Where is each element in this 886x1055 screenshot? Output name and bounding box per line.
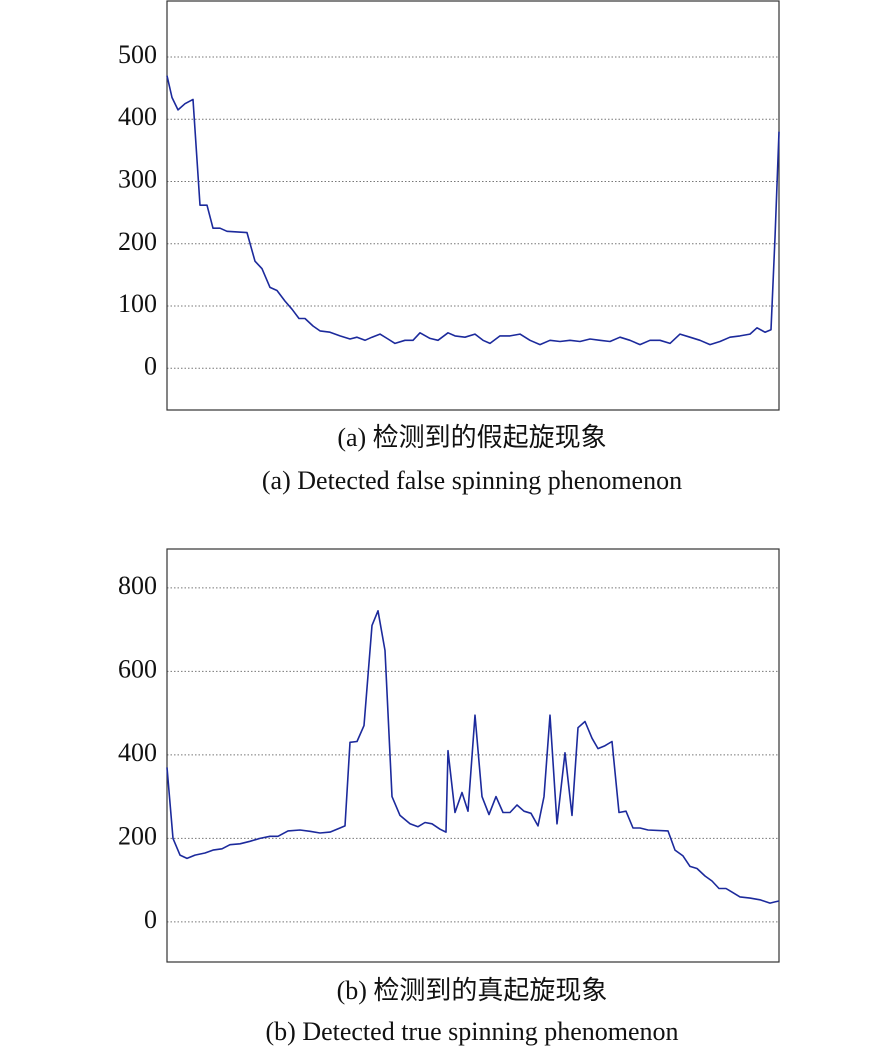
y-tick-label: 400	[118, 102, 157, 131]
y-tick-label: 200	[118, 821, 157, 850]
caption: (b) Detected true spinning phenomenon	[266, 1017, 679, 1046]
caption: (a) 检测到的假起旋现象	[337, 423, 606, 452]
caption: (a) Detected false spinning phenomenon	[262, 466, 682, 495]
y-tick-label: 100	[118, 289, 157, 318]
plot-frame	[166, 0, 780, 411]
y-tick-label: 0	[144, 905, 157, 934]
y-tick-label: 400	[118, 738, 157, 767]
caption: (b) 检测到的真起旋现象	[337, 976, 608, 1005]
y-tick-label: 800	[118, 571, 157, 600]
y-tick-label: 0	[144, 351, 157, 380]
y-tick-label: 200	[118, 227, 157, 256]
y-tick-label: 500	[118, 40, 157, 69]
y-tick-label: 600	[118, 654, 157, 683]
data-line	[166, 610, 780, 904]
data-line	[166, 75, 780, 346]
y-tick-label: 300	[118, 165, 157, 194]
plot-frame	[166, 548, 780, 963]
